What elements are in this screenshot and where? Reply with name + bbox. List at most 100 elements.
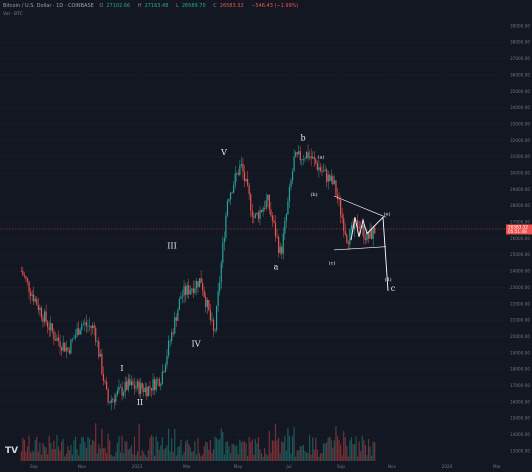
candle-body <box>169 340 171 342</box>
volume-indicator-label[interactable]: Vol · BTC <box>3 12 23 17</box>
candle-body <box>92 325 94 329</box>
volume-bar <box>118 436 120 461</box>
candle-body <box>96 341 98 342</box>
candle-body <box>341 215 343 219</box>
candle-body <box>104 380 106 382</box>
candle-body <box>25 276 27 279</box>
candle-body <box>79 330 81 335</box>
volume-bar <box>203 446 205 461</box>
price-tick-label: 34000.00 <box>510 105 530 110</box>
volume-bar <box>188 444 190 461</box>
volume-bar <box>76 449 78 461</box>
ohlc-low: L 26589.70 <box>176 3 206 9</box>
volume-bar <box>177 447 179 461</box>
time-tick-label: Nov <box>78 464 87 469</box>
wave-label: II <box>137 398 143 407</box>
time-axis[interactable]: Sep Nov 2023 Mar May Jul Sep Nov 2024 Mar <box>30 464 501 469</box>
candle-body <box>140 383 142 395</box>
volume-bar <box>371 455 373 461</box>
volume-bar <box>247 455 249 461</box>
candle-body <box>37 305 39 310</box>
candle-body <box>160 384 162 387</box>
volume-bar <box>374 442 376 461</box>
volume-bar <box>181 455 184 461</box>
candle-body <box>30 291 32 296</box>
volume-bar <box>265 453 267 461</box>
candle-body <box>233 185 235 193</box>
candle-body <box>254 213 256 218</box>
candle-body <box>171 332 173 341</box>
candle-body <box>113 399 115 403</box>
candle-body <box>349 229 351 245</box>
candle-body <box>175 317 177 321</box>
ohlc-change: −546.43 (−1.99%) <box>251 3 299 9</box>
candle-body <box>205 296 207 307</box>
candle-body <box>90 325 92 329</box>
candle-body <box>167 340 170 356</box>
candle-body <box>250 194 252 211</box>
candle-body <box>243 172 246 182</box>
volume-bar <box>152 436 154 461</box>
candle-body <box>284 221 286 234</box>
volume-bar <box>47 454 49 461</box>
volume-bar <box>250 442 252 461</box>
volume-bar <box>183 451 185 461</box>
candle-body <box>158 378 160 387</box>
volume-bar <box>180 439 182 461</box>
candle-body <box>336 194 339 199</box>
volume-bar <box>82 437 84 461</box>
candle-body <box>335 180 337 195</box>
wave-label: (c) <box>329 260 336 267</box>
candle-body <box>372 227 374 239</box>
price-tick-label: 32000.00 <box>510 138 530 143</box>
tradingview-logo-icon[interactable]: TV <box>5 446 19 456</box>
candle-body <box>285 214 287 222</box>
volume-bar <box>301 446 303 461</box>
price-tick-label: 15000.00 <box>510 416 530 421</box>
candle-body <box>315 159 317 164</box>
candle-body <box>279 246 281 253</box>
candle-body <box>130 381 132 386</box>
symbol-title[interactable]: Bitcoin / U.S. Dollar · 1D · COINBASE <box>3 3 94 9</box>
candle-body <box>154 379 156 391</box>
price-axis[interactable]: 39000.00 38000.00 37000.00 36000.00 35000.00… <box>510 23 530 453</box>
price-tick-label: 22000.00 <box>510 301 530 306</box>
volume-bar <box>53 440 55 461</box>
volume-bar <box>37 451 39 461</box>
candle-body <box>105 381 108 390</box>
price-tick-label: 25000.00 <box>510 252 530 257</box>
candle-body <box>304 158 306 160</box>
volume-bar <box>116 443 119 461</box>
triangle-upper-line <box>333 195 387 218</box>
candle-body <box>133 384 136 389</box>
volume-bar <box>198 452 201 461</box>
volume-bar <box>39 442 41 461</box>
volume-bar <box>341 455 343 461</box>
volume-bar <box>318 456 320 461</box>
candle-body <box>135 387 137 389</box>
candle-body <box>71 338 74 340</box>
candle-body <box>144 387 146 393</box>
volume-bar <box>309 435 311 461</box>
candle-body <box>172 332 174 334</box>
volume-bar <box>271 440 274 461</box>
candle-body <box>290 180 292 187</box>
volume-bar <box>302 445 305 461</box>
candle-body <box>327 174 329 182</box>
volume-bar <box>157 441 159 461</box>
candle-body <box>194 288 196 293</box>
candle-body <box>212 319 215 331</box>
volume-bar <box>205 441 207 461</box>
candle-body <box>115 394 117 403</box>
candle-body <box>322 170 325 172</box>
candle-body <box>296 152 298 155</box>
candle-body <box>319 167 322 171</box>
volume-bar <box>229 453 232 461</box>
candle-body <box>276 236 278 238</box>
wave-label: c <box>391 284 396 293</box>
volume-bar <box>240 442 243 461</box>
time-tick-label: Mar <box>493 464 501 469</box>
